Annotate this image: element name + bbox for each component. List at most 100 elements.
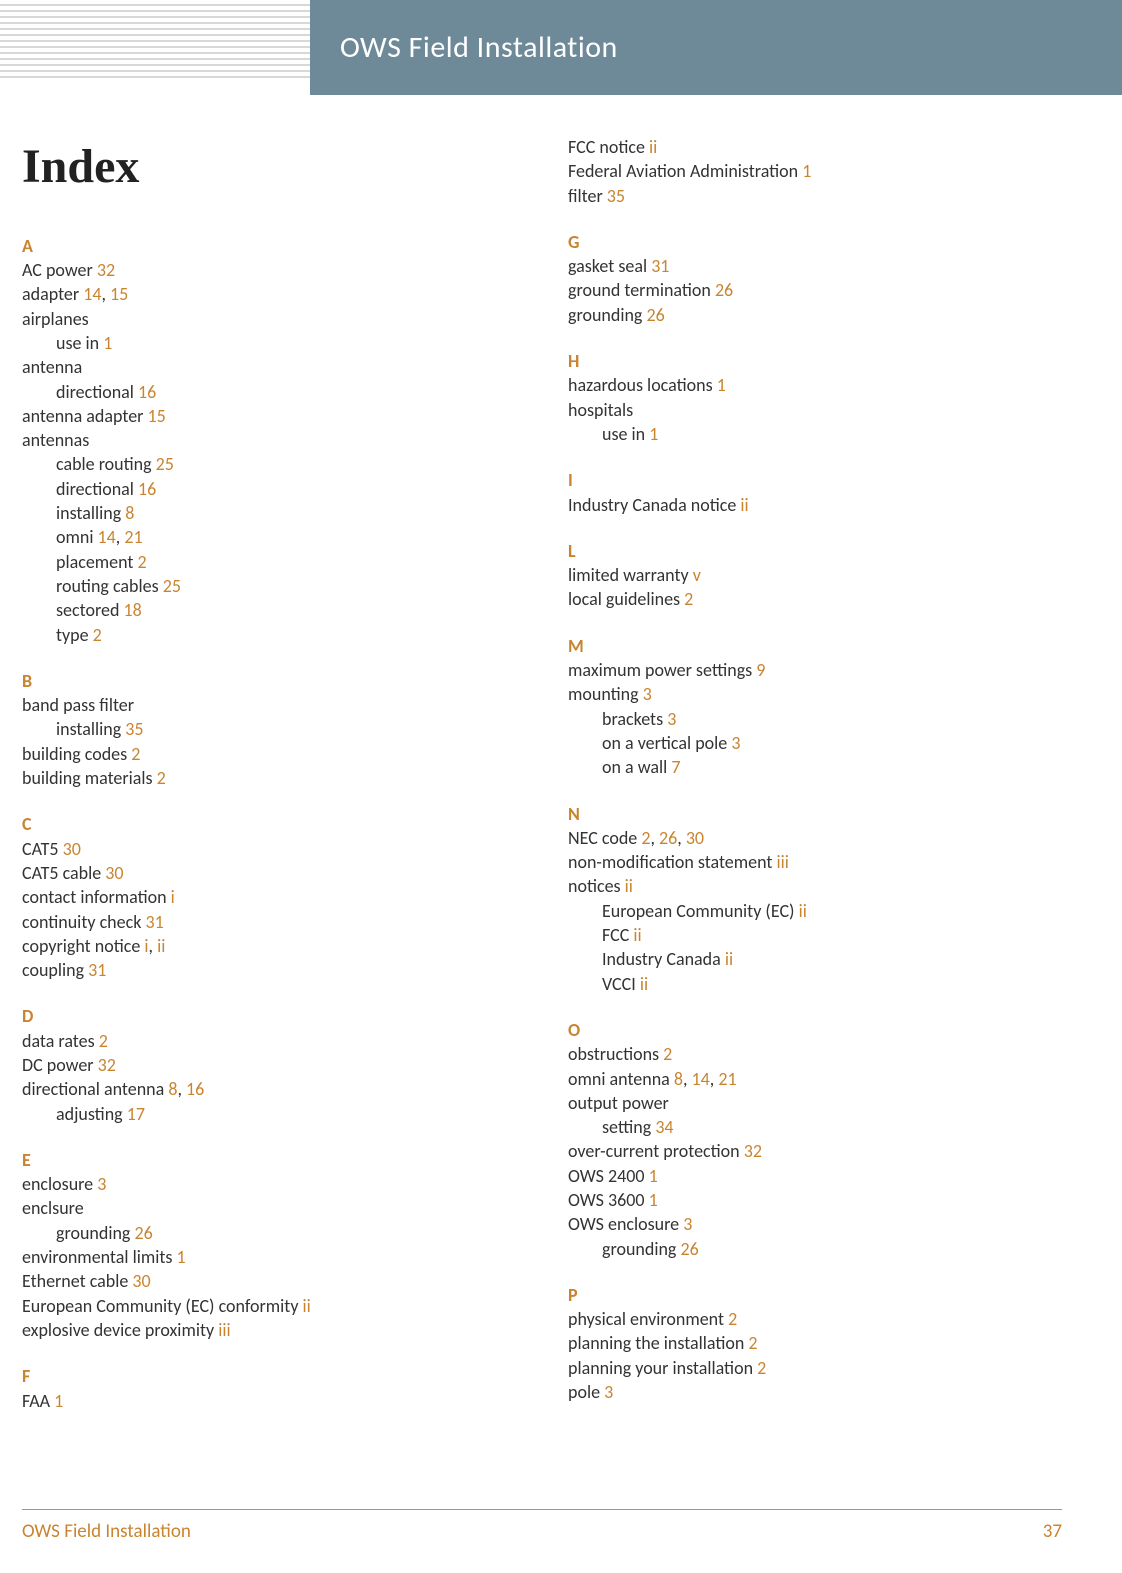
index-entry-text: FCC — [602, 924, 633, 946]
index-page-ref[interactable]: ii — [633, 924, 641, 946]
index-page-ref[interactable]: 2 — [138, 551, 147, 573]
index-page-ref[interactable]: ii — [303, 1295, 311, 1317]
index-page-ref[interactable]: ii — [649, 136, 657, 158]
index-page-ref[interactable]: 3 — [731, 732, 740, 754]
index-page-ref[interactable]: 3 — [683, 1213, 692, 1235]
index-page-ref[interactable]: ii — [799, 900, 807, 922]
index-entry-text: adjusting — [56, 1103, 127, 1125]
index-page-ref[interactable]: i — [171, 886, 175, 908]
index-page-ref[interactable]: 30 — [132, 1270, 150, 1292]
index-page-ref[interactable]: 35 — [607, 185, 625, 207]
index-page-ref[interactable]: 8 — [674, 1068, 683, 1090]
index-column-left: Index AAC power 32adapter 14, 15airplane… — [22, 135, 536, 1493]
index-page-ref[interactable]: 1 — [717, 374, 726, 396]
index-page-ref[interactable]: 15 — [110, 283, 128, 305]
index-page-ref[interactable]: 31 — [651, 255, 669, 277]
index-page-ref[interactable]: 30 — [105, 862, 123, 884]
index-entry-text: FCC notice — [568, 136, 649, 158]
index-entry-text: VCCI — [602, 973, 640, 995]
index-page-ref[interactable]: 32 — [97, 259, 115, 281]
index-entry: hazardous locations 1 — [568, 373, 1062, 397]
index-entry-text: OWS enclosure — [568, 1213, 683, 1235]
index-page-ref[interactable]: 26 — [659, 827, 677, 849]
index-page-ref[interactable]: 30 — [686, 827, 704, 849]
index-section-letter: G — [568, 230, 1062, 254]
index-page-ref[interactable]: 30 — [63, 838, 81, 860]
index-page-ref[interactable]: 21 — [124, 526, 142, 548]
index-page-ref[interactable]: 1 — [649, 423, 658, 445]
index-page-ref[interactable]: 3 — [97, 1173, 106, 1195]
index-page-ref[interactable]: 32 — [98, 1054, 116, 1076]
index-page-ref[interactable]: 16 — [138, 478, 156, 500]
index-page-ref[interactable]: 2 — [157, 767, 166, 789]
index-subentry: directional 16 — [22, 380, 516, 404]
index-page-ref[interactable]: ii — [625, 875, 633, 897]
index-page-ref[interactable]: 26 — [715, 279, 733, 301]
index-page-ref[interactable]: 17 — [127, 1103, 145, 1125]
index-entry-text: notices — [568, 875, 625, 897]
index-page-ref[interactable]: 2 — [684, 588, 693, 610]
index-page-ref[interactable]: 8 — [125, 502, 134, 524]
index-entry: planning your installation 2 — [568, 1356, 1062, 1380]
index-page-ref[interactable]: 25 — [156, 453, 174, 475]
index-page-ref[interactable]: 1 — [649, 1189, 658, 1211]
index-page-ref[interactable]: 21 — [718, 1068, 736, 1090]
index-content: Index AAC power 32adapter 14, 15airplane… — [22, 135, 1062, 1493]
index-page-ref[interactable]: 3 — [643, 683, 652, 705]
index-page-ref[interactable]: 2 — [99, 1030, 108, 1052]
index-page-ref[interactable]: 1 — [54, 1390, 63, 1412]
index-page-ref[interactable]: 14 — [692, 1068, 710, 1090]
index-page-ref[interactable]: 7 — [671, 756, 680, 778]
index-page-ref[interactable]: 26 — [646, 304, 664, 326]
index-entry: non-modification statement iii — [568, 850, 1062, 874]
index-page-ref[interactable]: 16 — [186, 1078, 204, 1100]
index-page-ref[interactable]: iii — [777, 851, 789, 873]
index-page-ref[interactable]: 2 — [757, 1357, 766, 1379]
index-entry-text: omni — [56, 526, 98, 548]
index-page-separator: , — [650, 827, 659, 849]
index-page-ref[interactable]: 2 — [728, 1308, 737, 1330]
index-page-ref[interactable]: 31 — [145, 911, 163, 933]
index-page-ref[interactable]: iii — [218, 1319, 230, 1341]
index-entry: filter 35 — [568, 184, 1062, 208]
index-page-ref[interactable]: 3 — [667, 708, 676, 730]
index-page-ref[interactable]: 32 — [744, 1140, 762, 1162]
index-page-ref[interactable]: 31 — [88, 959, 106, 981]
index-page-ref[interactable]: 3 — [604, 1381, 613, 1403]
index-page-ref[interactable]: 2 — [93, 624, 102, 646]
index-page-ref[interactable]: 26 — [680, 1238, 698, 1260]
index-page-ref[interactable]: 2 — [663, 1043, 672, 1065]
index-page-ref[interactable]: 18 — [123, 599, 141, 621]
index-page-ref[interactable]: v — [693, 564, 701, 586]
index-subentry: on a wall 7 — [568, 755, 1062, 779]
index-page-ref[interactable]: 1 — [802, 160, 811, 182]
index-page-ref[interactable]: 14 — [98, 526, 116, 548]
index-page-ref[interactable]: 1 — [176, 1246, 185, 1268]
index-page-ref[interactable]: 2 — [131, 743, 140, 765]
index-entry-text: installing — [56, 502, 125, 524]
index-entry: antenna adapter 15 — [22, 404, 516, 428]
index-page-separator: , — [177, 1078, 186, 1100]
index-page-ref[interactable]: 2 — [748, 1332, 757, 1354]
index-page-ref[interactable]: ii — [725, 948, 733, 970]
index-section-letter: H — [568, 349, 1062, 373]
index-entry: antenna — [22, 355, 516, 379]
index-page-ref[interactable]: 14 — [83, 283, 101, 305]
index-entry-text: type — [56, 624, 93, 646]
index-page-ref[interactable]: ii — [157, 935, 165, 957]
index-page-ref[interactable]: 9 — [756, 659, 765, 681]
index-page-ref[interactable]: ii — [640, 973, 648, 995]
index-page-ref[interactable]: 25 — [163, 575, 181, 597]
index-page-ref[interactable]: 35 — [125, 718, 143, 740]
index-page-ref[interactable]: 34 — [655, 1116, 673, 1138]
index-entry-text: directional — [56, 381, 138, 403]
index-page-ref[interactable]: 1 — [649, 1165, 658, 1187]
index-column-right: FCC notice iiFederal Aviation Administra… — [536, 135, 1062, 1493]
index-page-ref[interactable]: 1 — [103, 332, 112, 354]
index-page-ref[interactable]: 26 — [134, 1222, 152, 1244]
index-page-ref[interactable]: ii — [740, 494, 748, 516]
index-page-ref[interactable]: 15 — [148, 405, 166, 427]
index-page-ref[interactable]: 16 — [138, 381, 156, 403]
index-entry-text: output power — [568, 1092, 669, 1114]
index-entry: CAT5 30 — [22, 837, 516, 861]
